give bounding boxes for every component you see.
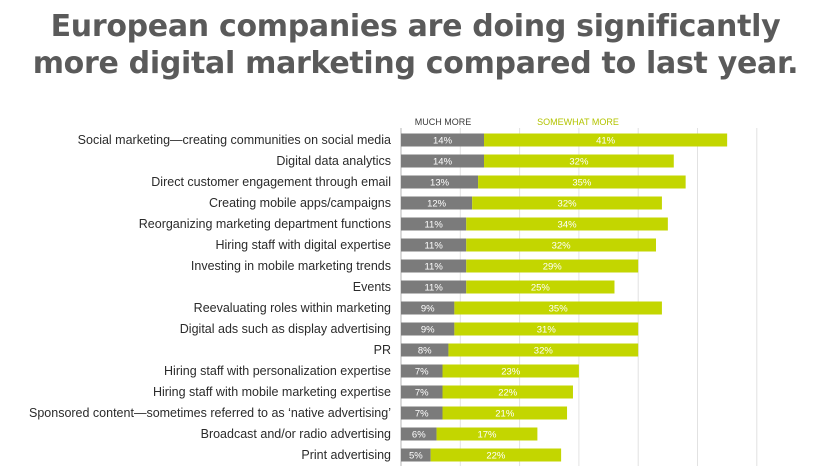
data-label-much-more: 14% (433, 136, 453, 147)
data-label-somewhat-more: 32% (569, 157, 589, 168)
title-line-1: European companies are doing significant… (50, 9, 781, 44)
bar-somewhat-more (466, 280, 615, 294)
data-label-much-more: 7% (415, 409, 429, 420)
category-label: Reorganizing marketing department functi… (139, 217, 391, 231)
category-label: Digital ads such as display advertising (180, 322, 391, 336)
bar-somewhat-more (442, 364, 579, 378)
bar-much-more (401, 217, 467, 231)
category-label: Investing in mobile marketing trends (191, 259, 391, 273)
data-label-much-more: 13% (430, 178, 450, 189)
data-label-much-more: 11% (424, 262, 443, 273)
bar-somewhat-more (442, 385, 573, 399)
bar-much-more (401, 238, 467, 252)
data-label-much-more: 14% (433, 157, 453, 168)
category-label: Reevaluating roles within marketing (194, 301, 391, 315)
data-label-somewhat-more: 22% (498, 388, 518, 399)
bar-somewhat-more (454, 301, 662, 315)
data-label-much-more: 6% (412, 430, 426, 441)
bar-somewhat-more (448, 343, 639, 357)
data-label-somewhat-more: 32% (552, 241, 572, 252)
data-label-much-more: 11% (424, 241, 443, 252)
bar-much-more (401, 322, 455, 336)
data-label-somewhat-more: 23% (501, 367, 521, 378)
bar-much-more (401, 427, 437, 441)
bar-much-more (401, 301, 455, 315)
category-label: Social marketing—creating communities on… (78, 133, 391, 147)
data-label-somewhat-more: 21% (495, 409, 515, 420)
data-label-somewhat-more: 25% (531, 283, 551, 294)
title-line-2: more digital marketing compared to last … (32, 46, 799, 81)
bar-somewhat-more (436, 427, 538, 441)
category-label: Creating mobile apps/campaigns (209, 196, 391, 210)
category-label: Hiring staff with mobile marketing exper… (153, 385, 391, 399)
data-label-much-more: 9% (421, 304, 435, 315)
data-label-somewhat-more: 32% (558, 199, 578, 210)
bar-somewhat-more (472, 196, 662, 210)
bar-somewhat-more (484, 154, 674, 168)
data-label-somewhat-more: 32% (534, 346, 554, 357)
category-label: Print advertising (301, 448, 391, 462)
bar-somewhat-more (430, 448, 562, 462)
category-label: Broadcast and/or radio advertising (201, 427, 391, 441)
bar-somewhat-more (466, 238, 656, 252)
data-label-somewhat-more: 17% (477, 430, 497, 441)
category-label: PR (374, 343, 391, 357)
legend-label-much-more: MUCH MORE (415, 117, 472, 127)
bar-much-more (401, 385, 443, 399)
data-label-much-more: 11% (424, 220, 443, 231)
bar-much-more (401, 175, 479, 189)
bar-much-more (401, 280, 467, 294)
bar-much-more (401, 154, 485, 168)
data-label-much-more: 12% (427, 199, 447, 210)
data-label-somewhat-more: 29% (543, 262, 563, 273)
bar-somewhat-more (466, 259, 639, 273)
bar-somewhat-more (466, 217, 668, 231)
category-label: Direct customer engagement through email (151, 175, 391, 189)
bar-much-more (401, 343, 449, 357)
bar-somewhat-more (478, 175, 686, 189)
data-label-somewhat-more: 35% (572, 178, 592, 189)
data-label-somewhat-more: 35% (549, 304, 569, 315)
category-label: Hiring staff with personalization expert… (164, 364, 391, 378)
bar-much-more (401, 259, 467, 273)
data-label-much-more: 5% (409, 451, 423, 462)
bar-somewhat-more (484, 133, 728, 147)
bar-much-more (401, 448, 431, 462)
bar-much-more (401, 133, 485, 147)
data-label-somewhat-more: 31% (537, 325, 557, 336)
data-label-much-more: 8% (418, 346, 432, 357)
bar-much-more (401, 364, 443, 378)
data-label-much-more: 7% (415, 367, 429, 378)
category-label: Digital data analytics (276, 154, 391, 168)
page-title: European companies are doing significant… (0, 8, 831, 82)
category-label: Events (353, 280, 391, 294)
bar-much-more (401, 196, 473, 210)
data-label-somewhat-more: 34% (558, 220, 578, 231)
legend-label-somewhat-more: SOMEWHAT MORE (537, 117, 619, 127)
bar-much-more (401, 406, 443, 420)
data-label-much-more: 9% (421, 325, 435, 336)
data-label-somewhat-more: 22% (486, 451, 506, 462)
category-label: Sponsored content—sometimes referred to … (29, 406, 391, 420)
bar-somewhat-more (454, 322, 639, 336)
bar-somewhat-more (442, 406, 568, 420)
data-label-much-more: 11% (424, 283, 443, 294)
category-label: Hiring staff with digital expertise (215, 238, 391, 252)
data-label-somewhat-more: 41% (596, 136, 616, 147)
data-label-much-more: 7% (415, 388, 429, 399)
